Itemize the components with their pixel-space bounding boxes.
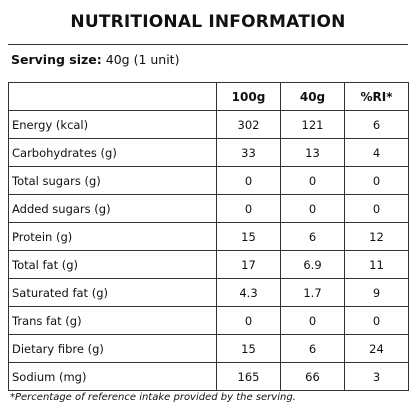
per-100g-cell: 0 <box>216 166 281 195</box>
ri-percent-cell: 9 <box>344 278 409 307</box>
per-100g-cell: 0 <box>216 306 281 335</box>
nutrient-name-cell: Sodium (mg) <box>8 362 217 391</box>
per-100g-cell: 4.3 <box>216 278 281 307</box>
table-row: Energy (kcal) 302 121 6 <box>8 110 409 139</box>
per-100g-cell: 33 <box>216 138 281 167</box>
serving-size: Serving size: 40g (1 unit) <box>11 52 179 68</box>
ri-percent-cell: 0 <box>344 306 409 335</box>
serving-size-value: 40g (1 unit) <box>105 52 180 67</box>
per-40g-cell: 0 <box>280 194 345 223</box>
ri-percent-cell: 3 <box>344 362 409 391</box>
column-header-ri: %RI* <box>344 82 409 111</box>
table-row: Saturated fat (g) 4.3 1.7 9 <box>8 278 409 307</box>
nutrient-name-cell: Trans fat (g) <box>8 306 217 335</box>
per-100g-cell: 302 <box>216 110 281 139</box>
page-title: NUTRITIONAL INFORMATION <box>70 12 346 32</box>
table-row: Added sugars (g) 0 0 0 <box>8 194 409 223</box>
per-100g-cell: 17 <box>216 250 281 279</box>
per-40g-cell: 13 <box>280 138 345 167</box>
nutrient-name-cell: Added sugars (g) <box>8 194 217 223</box>
column-header-nutrient <box>8 82 217 111</box>
nutrient-name-cell: Protein (g) <box>8 222 217 251</box>
per-40g-cell: 6.9 <box>280 250 345 279</box>
nutrient-name-cell: Dietary fibre (g) <box>8 334 217 363</box>
ri-percent-cell: 4 <box>344 138 409 167</box>
table-row: Total sugars (g) 0 0 0 <box>8 166 409 195</box>
table-row: Total fat (g) 17 6.9 11 <box>8 250 409 279</box>
nutrient-name-cell: Energy (kcal) <box>8 110 217 139</box>
ri-percent-cell: 12 <box>344 222 409 251</box>
per-100g-cell: 165 <box>216 362 281 391</box>
per-40g-cell: 0 <box>280 166 345 195</box>
ri-percent-cell: 0 <box>344 194 409 223</box>
per-100g-cell: 15 <box>216 222 281 251</box>
serving-size-label: Serving size: <box>11 52 102 67</box>
table-row: Dietary fibre (g) 15 6 24 <box>8 334 409 363</box>
table-row: Sodium (mg) 165 66 3 <box>8 362 409 391</box>
per-40g-cell: 66 <box>280 362 345 391</box>
footnote: *Percentage of reference intake provided… <box>10 392 296 403</box>
nutrition-table: 100g 40g %RI* Energy (kcal) 302 121 6 Carboh… <box>8 82 409 391</box>
ri-percent-cell: 24 <box>344 334 409 363</box>
nutrient-name-cell: Total fat (g) <box>8 250 217 279</box>
per-40g-cell: 6 <box>280 222 345 251</box>
ri-percent-cell: 6 <box>344 110 409 139</box>
per-100g-cell: 0 <box>216 194 281 223</box>
column-header-per-100g: 100g <box>216 82 281 111</box>
per-40g-cell: 0 <box>280 306 345 335</box>
top-divider <box>8 44 408 45</box>
table-header-row: 100g 40g %RI* <box>8 82 409 111</box>
per-40g-cell: 1.7 <box>280 278 345 307</box>
table-row: Trans fat (g) 0 0 0 <box>8 306 409 335</box>
table-row: Carbohydrates (g) 33 13 4 <box>8 138 409 167</box>
per-100g-cell: 15 <box>216 334 281 363</box>
nutrient-name-cell: Carbohydrates (g) <box>8 138 217 167</box>
ri-percent-cell: 11 <box>344 250 409 279</box>
per-40g-cell: 6 <box>280 334 345 363</box>
nutrient-name-cell: Saturated fat (g) <box>8 278 217 307</box>
ri-percent-cell: 0 <box>344 166 409 195</box>
nutrient-name-cell: Total sugars (g) <box>8 166 217 195</box>
column-header-per-40g: 40g <box>280 82 345 111</box>
table-row: Protein (g) 15 6 12 <box>8 222 409 251</box>
per-40g-cell: 121 <box>280 110 345 139</box>
